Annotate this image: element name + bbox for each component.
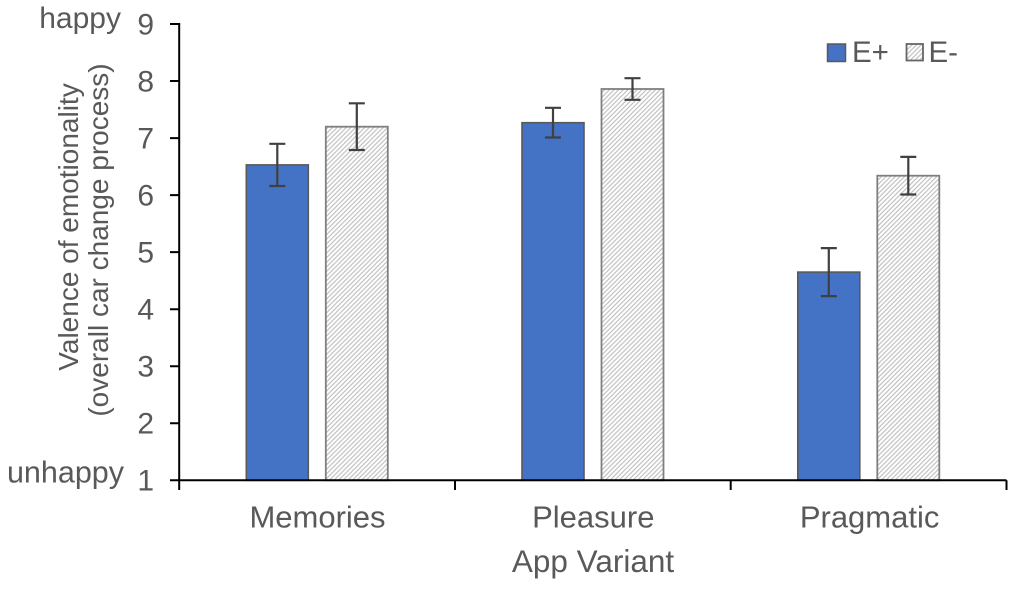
- svg-text:Pleasure: Pleasure: [532, 500, 654, 535]
- svg-text:Pragmatic: Pragmatic: [800, 500, 940, 535]
- svg-text:unhappy: unhappy: [7, 456, 125, 490]
- svg-text:Valence of emotionality: Valence of emotionality: [53, 83, 84, 370]
- svg-text:8: 8: [137, 65, 154, 98]
- svg-text:happy: happy: [39, 2, 121, 35]
- svg-text:2: 2: [137, 408, 154, 441]
- svg-text:(overall car change process): (overall car change process): [83, 63, 114, 416]
- svg-text:App Variant: App Variant: [512, 543, 675, 579]
- svg-text:E-: E-: [929, 36, 959, 69]
- svg-text:Memories: Memories: [249, 500, 385, 535]
- svg-text:7: 7: [137, 122, 154, 155]
- svg-text:4: 4: [137, 294, 154, 327]
- svg-text:9: 9: [137, 8, 154, 41]
- svg-text:5: 5: [137, 236, 154, 269]
- svg-text:3: 3: [137, 351, 154, 384]
- svg-text:1: 1: [137, 465, 154, 498]
- svg-text:E+: E+: [852, 36, 889, 69]
- svg-text:6: 6: [137, 179, 154, 212]
